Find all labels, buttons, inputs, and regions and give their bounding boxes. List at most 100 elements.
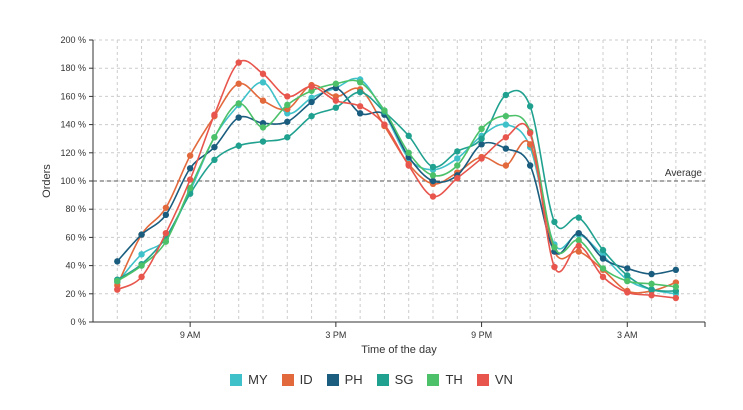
data-point-vn[interactable] <box>356 103 364 110</box>
data-point-sg[interactable] <box>478 135 485 142</box>
data-point-vn[interactable] <box>381 121 388 128</box>
data-point-sg[interactable] <box>211 156 218 164</box>
data-point-vn[interactable] <box>259 70 267 78</box>
data-point-th[interactable] <box>478 125 485 133</box>
data-point-ph[interactable] <box>648 270 655 278</box>
data-point-th[interactable] <box>235 100 242 107</box>
data-point-th[interactable] <box>284 101 291 109</box>
x-tick-label: 3 PM <box>325 330 346 340</box>
data-point-vn[interactable] <box>235 59 242 66</box>
data-point-ph[interactable] <box>186 165 194 172</box>
data-point-my[interactable] <box>502 121 510 128</box>
data-point-sg[interactable] <box>429 163 437 171</box>
data-point-sg[interactable] <box>454 148 461 155</box>
data-point-th[interactable] <box>502 112 510 120</box>
data-point-id[interactable] <box>235 80 242 87</box>
data-point-vn[interactable] <box>599 273 607 281</box>
data-point-vn[interactable] <box>672 294 680 302</box>
data-point-th[interactable] <box>381 107 388 114</box>
data-point-ph[interactable] <box>575 229 582 237</box>
data-point-vn[interactable] <box>114 286 121 293</box>
data-point-vn[interactable] <box>186 176 194 183</box>
data-point-th[interactable] <box>332 80 340 87</box>
data-point-sg[interactable] <box>356 88 364 96</box>
data-point-ph[interactable] <box>478 141 485 148</box>
data-point-ph[interactable] <box>308 98 315 106</box>
data-point-id[interactable] <box>526 141 534 148</box>
legend-item-my[interactable]: MY <box>230 372 268 387</box>
data-point-th[interactable] <box>356 79 364 86</box>
data-point-th[interactable] <box>138 262 145 269</box>
data-point-ph[interactable] <box>114 258 121 265</box>
data-point-vn[interactable] <box>454 174 461 182</box>
data-point-vn[interactable] <box>624 289 631 296</box>
data-point-th[interactable] <box>114 277 121 285</box>
data-point-th[interactable] <box>624 277 631 285</box>
data-point-vn[interactable] <box>284 93 291 100</box>
data-point-sg[interactable] <box>648 286 655 293</box>
legend-item-th[interactable]: TH <box>427 372 463 387</box>
data-point-sg[interactable] <box>599 246 607 254</box>
data-point-th[interactable] <box>259 124 267 131</box>
data-point-id[interactable] <box>186 152 194 159</box>
data-point-vn[interactable] <box>551 263 558 271</box>
data-point-sg[interactable] <box>624 272 631 279</box>
data-point-ph[interactable] <box>599 255 607 262</box>
data-point-sg[interactable] <box>332 104 340 111</box>
data-point-sg[interactable] <box>502 91 510 99</box>
data-point-ph[interactable] <box>672 266 680 274</box>
data-point-vn[interactable] <box>526 129 534 137</box>
data-point-vn[interactable] <box>308 83 315 90</box>
data-point-id[interactable] <box>502 162 510 169</box>
data-point-th[interactable] <box>575 237 582 244</box>
data-point-vn[interactable] <box>648 292 655 299</box>
data-point-th[interactable] <box>186 184 194 192</box>
data-point-sg[interactable] <box>235 142 242 149</box>
data-point-sg[interactable] <box>526 103 534 110</box>
data-point-id[interactable] <box>259 97 267 104</box>
data-point-id[interactable] <box>162 204 170 211</box>
legend-item-ph[interactable]: PH <box>326 372 363 387</box>
data-point-vn[interactable] <box>429 193 437 200</box>
data-point-id[interactable] <box>575 248 582 255</box>
data-point-th[interactable] <box>599 265 607 272</box>
data-point-th[interactable] <box>672 283 680 290</box>
data-point-sg[interactable] <box>259 138 267 145</box>
data-point-th[interactable] <box>405 149 412 156</box>
data-point-vn[interactable] <box>575 242 582 250</box>
data-point-my[interactable] <box>454 155 461 162</box>
data-point-vn[interactable] <box>162 229 170 237</box>
data-point-th[interactable] <box>454 162 461 169</box>
legend-item-sg[interactable]: SG <box>376 372 413 387</box>
data-point-th[interactable] <box>211 134 218 141</box>
legend-item-id[interactable]: ID <box>281 372 313 387</box>
data-point-vn[interactable] <box>332 97 340 104</box>
data-point-my[interactable] <box>138 251 145 258</box>
data-point-sg[interactable] <box>284 134 291 141</box>
data-point-ph[interactable] <box>284 118 291 125</box>
data-point-my[interactable] <box>259 79 267 86</box>
data-point-vn[interactable] <box>478 155 485 162</box>
data-point-ph[interactable] <box>526 162 534 169</box>
data-point-ph[interactable] <box>624 265 631 272</box>
data-point-vn[interactable] <box>405 162 412 169</box>
data-point-ph[interactable] <box>429 177 437 185</box>
data-point-sg[interactable] <box>405 132 412 140</box>
data-point-th[interactable] <box>429 172 437 179</box>
data-point-ph[interactable] <box>162 211 170 219</box>
data-point-ph[interactable] <box>356 110 364 117</box>
data-point-vn[interactable] <box>502 134 510 141</box>
data-point-ph[interactable] <box>138 231 145 238</box>
data-point-sg[interactable] <box>551 218 558 226</box>
data-point-sg[interactable] <box>575 214 582 221</box>
data-point-ph[interactable] <box>235 114 242 121</box>
data-point-th[interactable] <box>648 280 655 288</box>
data-point-ph[interactable] <box>502 145 510 152</box>
data-point-th[interactable] <box>162 238 170 245</box>
data-point-ph[interactable] <box>211 143 218 151</box>
data-point-vn[interactable] <box>211 111 218 118</box>
legend-item-vn[interactable]: VN <box>476 372 513 387</box>
data-point-th[interactable] <box>551 244 558 251</box>
data-point-vn[interactable] <box>138 273 145 281</box>
data-point-sg[interactable] <box>308 112 315 120</box>
